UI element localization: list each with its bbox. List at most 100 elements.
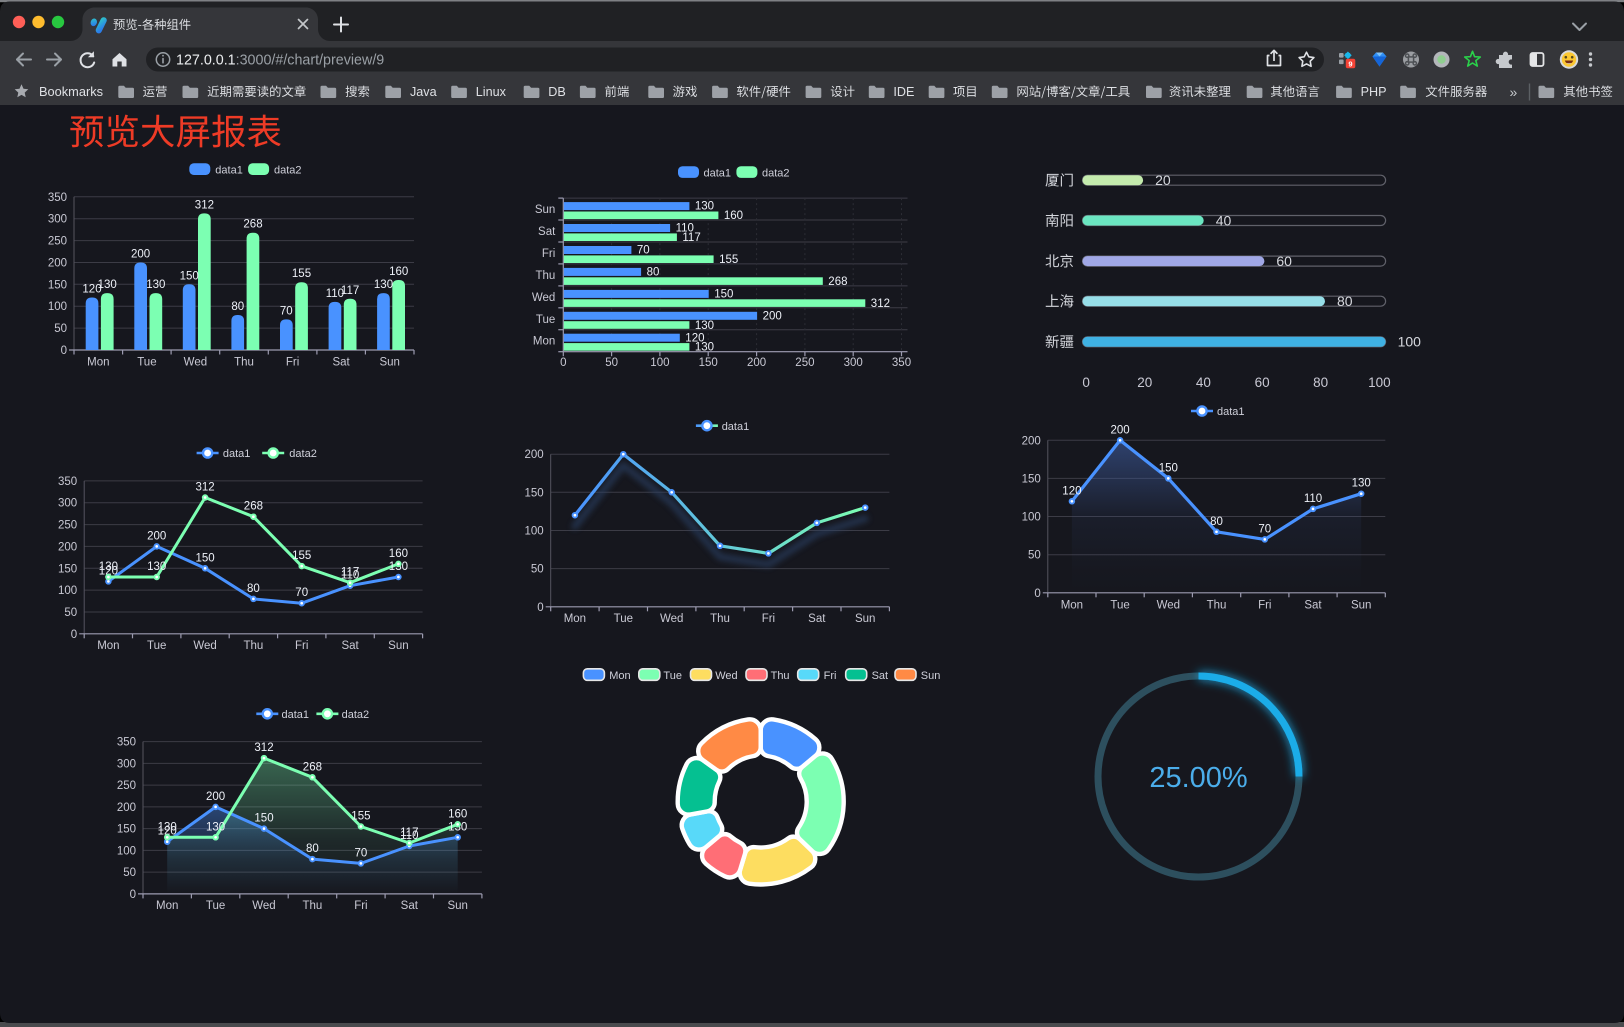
svg-text:Thu: Thu [243, 640, 263, 652]
svg-text:150: 150 [1159, 462, 1178, 474]
svg-text:200: 200 [1111, 424, 1130, 436]
svg-text:130: 130 [695, 342, 714, 354]
svg-text:data1: data1 [223, 448, 251, 460]
svg-text:130: 130 [695, 201, 714, 213]
svg-text:data2: data2 [342, 709, 370, 721]
svg-text:Java: Java [410, 85, 437, 99]
svg-text:Sat: Sat [332, 357, 350, 369]
svg-text:PHP: PHP [1361, 85, 1387, 99]
svg-text:60: 60 [1276, 253, 1292, 269]
svg-text:150: 150 [699, 357, 718, 369]
svg-text:150: 150 [254, 813, 273, 825]
svg-text:160: 160 [724, 210, 743, 222]
svg-text:150: 150 [1022, 473, 1041, 485]
svg-text:0: 0 [130, 889, 136, 901]
svg-text:130: 130 [99, 561, 118, 573]
svg-text:20: 20 [1137, 375, 1152, 390]
svg-text:117: 117 [400, 827, 418, 839]
svg-text:350: 350 [48, 192, 67, 204]
svg-text:127.0.0.1:3000/#/chart/preview: 127.0.0.1:3000/#/chart/preview/9 [176, 53, 384, 69]
svg-text:150: 150 [196, 552, 215, 564]
svg-text:Wed: Wed [532, 292, 555, 304]
svg-text:200: 200 [206, 791, 225, 803]
svg-text:data1: data1 [704, 167, 732, 179]
svg-text:150: 150 [714, 289, 733, 301]
svg-text:Sun: Sun [1351, 600, 1371, 612]
svg-text:Tue: Tue [663, 670, 682, 682]
svg-text:100: 100 [117, 845, 136, 857]
svg-text:Thu: Thu [302, 900, 322, 912]
svg-text:250: 250 [58, 520, 77, 532]
svg-text:200: 200 [525, 449, 544, 461]
svg-text:110: 110 [400, 830, 418, 842]
svg-text:130: 130 [206, 821, 225, 833]
svg-text:130: 130 [98, 279, 117, 291]
svg-text:50: 50 [1028, 550, 1041, 562]
svg-text:data1: data1 [722, 421, 750, 433]
svg-text:350: 350 [892, 357, 911, 369]
svg-text:312: 312 [254, 742, 273, 754]
svg-text:data1: data1 [215, 165, 243, 177]
svg-text:100: 100 [1368, 375, 1391, 390]
svg-text:130: 130 [147, 561, 166, 573]
svg-text:110: 110 [1304, 493, 1322, 505]
svg-text:155: 155 [292, 268, 311, 280]
svg-text:IDE: IDE [893, 85, 914, 99]
svg-text:160: 160 [389, 266, 408, 278]
svg-text:data1: data1 [1217, 406, 1245, 418]
svg-text:Sun: Sun [379, 357, 399, 369]
svg-text:300: 300 [844, 357, 863, 369]
svg-text:0: 0 [560, 357, 566, 369]
svg-text:Sun: Sun [921, 670, 941, 682]
svg-text:300: 300 [48, 214, 67, 226]
svg-text:80: 80 [1210, 516, 1223, 528]
svg-text:Thu: Thu [1207, 600, 1227, 612]
svg-text:312: 312 [871, 298, 890, 310]
svg-text:268: 268 [243, 219, 262, 231]
svg-text:Mon: Mon [609, 670, 630, 682]
svg-text:Sat: Sat [341, 640, 359, 652]
svg-text:155: 155 [292, 550, 311, 562]
svg-text:120: 120 [158, 826, 177, 838]
svg-text:350: 350 [58, 476, 77, 488]
svg-text:150: 150 [48, 279, 67, 291]
svg-text:Wed: Wed [1157, 600, 1180, 612]
svg-text:Mon: Mon [97, 640, 119, 652]
svg-text:117: 117 [682, 232, 700, 244]
svg-text:70: 70 [1258, 523, 1271, 535]
svg-text:350: 350 [117, 737, 136, 749]
svg-text:data2: data2 [289, 448, 317, 460]
svg-text:25.00%: 25.00% [1149, 762, 1247, 794]
svg-text:117: 117 [341, 567, 359, 579]
svg-text:268: 268 [303, 761, 322, 773]
svg-text:100: 100 [1398, 334, 1422, 350]
svg-text:70: 70 [637, 245, 650, 257]
svg-text:0: 0 [537, 602, 543, 614]
svg-text:data2: data2 [762, 167, 790, 179]
svg-text:50: 50 [531, 564, 544, 576]
svg-text:Wed: Wed [252, 900, 275, 912]
svg-text:Sun: Sun [535, 204, 555, 216]
svg-text:110: 110 [676, 223, 694, 235]
svg-text:130: 130 [1352, 478, 1371, 490]
svg-text:160: 160 [389, 548, 408, 560]
svg-text:Tue: Tue [206, 900, 225, 912]
svg-text:155: 155 [719, 254, 738, 266]
svg-text:Fri: Fri [824, 670, 837, 682]
svg-text:Fri: Fri [354, 900, 367, 912]
svg-text:80: 80 [1313, 375, 1328, 390]
svg-text:Wed: Wed [193, 640, 216, 652]
svg-text:100: 100 [650, 357, 669, 369]
svg-text:250: 250 [795, 357, 814, 369]
svg-text:Tue: Tue [1110, 600, 1129, 612]
svg-text:Linux: Linux [476, 85, 507, 99]
svg-text:data1: data1 [282, 709, 310, 721]
svg-text:130: 130 [158, 821, 177, 833]
svg-text:Fri: Fri [542, 248, 555, 260]
svg-text:120: 120 [1062, 485, 1081, 497]
svg-text:268: 268 [828, 276, 847, 288]
svg-text:150: 150 [117, 824, 136, 836]
svg-text:Sun: Sun [855, 613, 875, 625]
svg-text:40: 40 [1216, 212, 1232, 228]
svg-text:100: 100 [48, 301, 67, 313]
